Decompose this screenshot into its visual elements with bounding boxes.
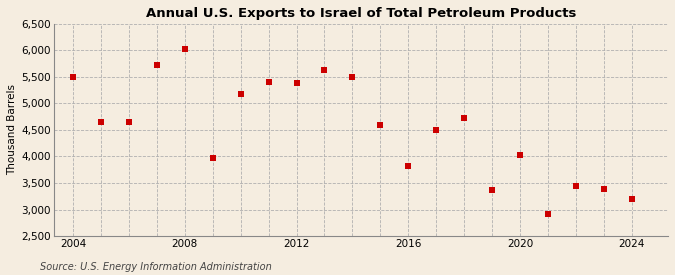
- Title: Annual U.S. Exports to Israel of Total Petroleum Products: Annual U.S. Exports to Israel of Total P…: [146, 7, 576, 20]
- Point: [236, 92, 246, 96]
- Point: [570, 183, 581, 188]
- Point: [151, 63, 162, 67]
- Point: [96, 120, 107, 124]
- Point: [543, 212, 554, 216]
- Point: [459, 116, 470, 120]
- Point: [207, 155, 218, 160]
- Text: Source: U.S. Energy Information Administration: Source: U.S. Energy Information Administ…: [40, 262, 272, 272]
- Point: [263, 80, 274, 84]
- Point: [180, 47, 190, 51]
- Point: [487, 188, 497, 192]
- Point: [626, 197, 637, 201]
- Point: [375, 122, 385, 127]
- Point: [431, 128, 441, 133]
- Point: [124, 120, 134, 124]
- Point: [68, 75, 78, 79]
- Point: [599, 187, 610, 192]
- Point: [403, 164, 414, 168]
- Point: [291, 81, 302, 86]
- Point: [319, 68, 330, 72]
- Point: [347, 75, 358, 80]
- Point: [514, 153, 525, 158]
- Y-axis label: Thousand Barrels: Thousand Barrels: [7, 84, 17, 175]
